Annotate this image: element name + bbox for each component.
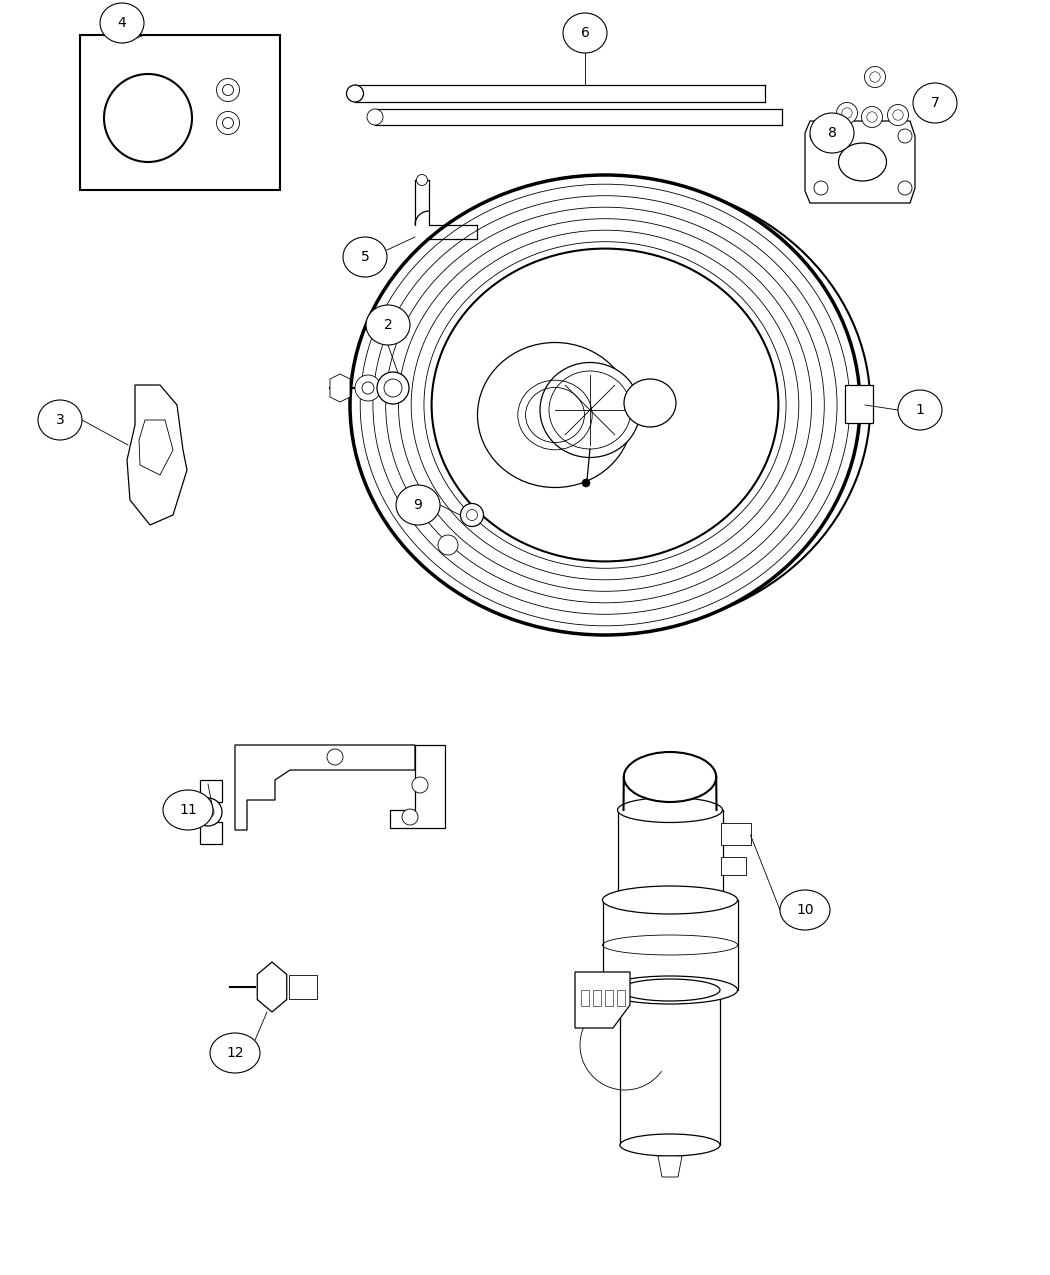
Ellipse shape (620, 1133, 720, 1156)
Circle shape (438, 536, 458, 555)
Circle shape (355, 375, 381, 402)
Ellipse shape (549, 371, 631, 449)
Polygon shape (200, 780, 222, 844)
Circle shape (582, 479, 590, 487)
Ellipse shape (563, 13, 607, 54)
Circle shape (861, 107, 882, 128)
Circle shape (417, 175, 427, 185)
Bar (617, 989, 625, 1006)
Circle shape (368, 108, 383, 125)
Circle shape (466, 510, 478, 520)
Text: 8: 8 (827, 126, 837, 140)
Text: 3: 3 (56, 413, 64, 427)
Circle shape (223, 117, 233, 129)
Circle shape (867, 112, 877, 122)
Circle shape (194, 798, 222, 826)
Ellipse shape (617, 797, 722, 822)
Text: 6: 6 (581, 26, 589, 40)
Text: 1: 1 (916, 403, 924, 417)
Circle shape (223, 84, 233, 96)
Circle shape (810, 129, 824, 143)
Circle shape (898, 181, 912, 195)
Circle shape (842, 108, 853, 119)
Text: 10: 10 (796, 903, 814, 917)
Bar (845, 385, 873, 423)
Ellipse shape (810, 113, 854, 153)
Circle shape (898, 129, 912, 143)
Circle shape (202, 806, 214, 819)
Ellipse shape (914, 83, 957, 122)
Ellipse shape (839, 143, 886, 181)
Circle shape (869, 71, 880, 82)
Bar (720, 857, 746, 875)
Circle shape (384, 379, 402, 397)
Text: 12: 12 (226, 1046, 244, 1060)
Bar (605, 989, 613, 1006)
Circle shape (837, 102, 858, 124)
Circle shape (892, 110, 903, 120)
Ellipse shape (540, 362, 640, 458)
Ellipse shape (603, 886, 737, 914)
Ellipse shape (624, 379, 676, 427)
Polygon shape (127, 385, 187, 525)
Circle shape (377, 372, 410, 404)
Polygon shape (235, 745, 415, 830)
Bar (581, 989, 589, 1006)
Circle shape (887, 105, 908, 125)
Ellipse shape (620, 979, 720, 1001)
Circle shape (461, 504, 483, 527)
Text: 5: 5 (360, 250, 370, 264)
Bar (720, 822, 751, 845)
Text: 9: 9 (414, 499, 422, 513)
Ellipse shape (624, 752, 716, 802)
Circle shape (216, 111, 239, 134)
Ellipse shape (38, 400, 82, 440)
Circle shape (814, 181, 828, 195)
Polygon shape (139, 419, 173, 476)
Bar (80, 34, 280, 190)
Ellipse shape (366, 305, 410, 346)
Ellipse shape (396, 484, 440, 525)
Ellipse shape (350, 175, 860, 635)
Text: 11: 11 (180, 803, 197, 817)
Polygon shape (390, 745, 445, 827)
Circle shape (362, 382, 374, 394)
Ellipse shape (343, 237, 387, 277)
Ellipse shape (163, 790, 213, 830)
Ellipse shape (780, 890, 830, 929)
Ellipse shape (210, 1033, 260, 1074)
Circle shape (346, 85, 363, 102)
Circle shape (216, 79, 239, 102)
Ellipse shape (432, 249, 778, 561)
Bar (593, 989, 601, 1006)
Polygon shape (805, 121, 915, 203)
Circle shape (104, 74, 192, 162)
Ellipse shape (898, 390, 942, 430)
Text: 7: 7 (930, 96, 940, 110)
Circle shape (327, 748, 343, 765)
Circle shape (402, 810, 418, 825)
Ellipse shape (603, 975, 737, 1003)
Polygon shape (257, 963, 287, 1012)
Bar (289, 975, 317, 1000)
Polygon shape (658, 1156, 682, 1177)
Text: 2: 2 (383, 317, 393, 332)
Text: 4: 4 (118, 17, 126, 31)
Polygon shape (575, 972, 630, 1028)
Ellipse shape (100, 3, 144, 43)
Polygon shape (330, 374, 350, 402)
Circle shape (412, 776, 428, 793)
Circle shape (864, 66, 885, 88)
